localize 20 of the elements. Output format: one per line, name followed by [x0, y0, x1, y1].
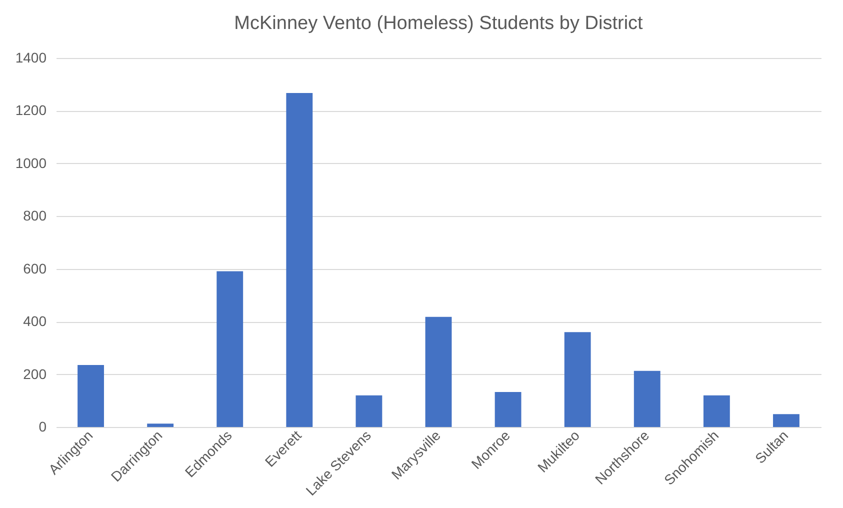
bar: [703, 395, 730, 427]
y-tick-label: 1400: [15, 50, 47, 66]
chart-title: McKinney Vento (Homeless) Students by District: [234, 13, 644, 34]
bar: [286, 93, 313, 427]
y-tick-label: 1000: [15, 154, 47, 171]
bar: [634, 370, 660, 427]
y-tick-label: 800: [23, 208, 47, 224]
bar: [356, 395, 382, 427]
bar: [773, 414, 800, 427]
bar: [78, 365, 104, 427]
bar: [147, 424, 174, 427]
bar: [216, 271, 244, 427]
bar: [564, 332, 591, 427]
y-tick-label: 200: [23, 366, 47, 382]
y-tick-label: 1200: [15, 102, 47, 118]
y-tick-label: 400: [23, 313, 47, 330]
y-tick-label: 0: [38, 418, 47, 434]
bar: [494, 392, 522, 427]
y-tick-label: 600: [23, 260, 47, 276]
bar: [425, 316, 452, 427]
